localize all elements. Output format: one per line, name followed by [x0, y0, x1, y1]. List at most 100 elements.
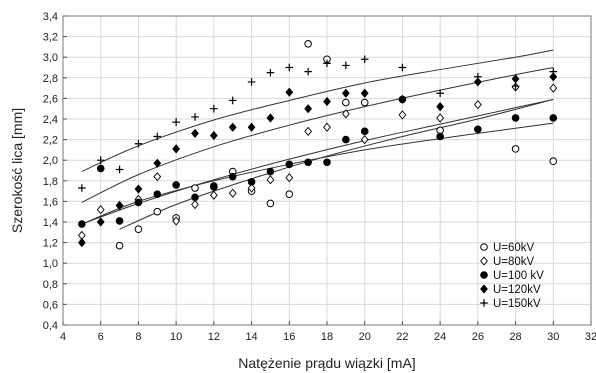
data-point — [134, 225, 143, 234]
trend-line-series-4 — [81, 67, 554, 203]
data-point — [115, 217, 124, 225]
data-point — [285, 160, 294, 169]
x-axis-label: Natężenie prądu wiązki [mA] — [238, 355, 415, 371]
legend-label: U=150kV — [493, 298, 541, 310]
y-tick-label: 0,4 — [43, 320, 58, 332]
data-point — [285, 87, 294, 97]
data-point — [210, 183, 218, 191]
legend-entry: U=120kV — [480, 284, 541, 296]
data-point — [228, 172, 237, 181]
y-tick-label: 2,0 — [43, 155, 58, 167]
x-tick-label: 14 — [245, 331, 257, 343]
trend-line-series-3 — [81, 122, 554, 225]
data-point — [285, 173, 294, 183]
legend-marker — [480, 284, 488, 294]
data-point — [549, 67, 558, 76]
data-point — [266, 175, 275, 185]
x-tick-label: 12 — [208, 331, 220, 343]
x-tick-label: 6 — [98, 331, 104, 343]
x-tick-label: 18 — [321, 331, 333, 343]
data-point — [436, 89, 444, 98]
y-tick-label: 3,4 — [43, 11, 58, 23]
x-tick-label: 28 — [509, 331, 521, 343]
y-tick-label: 1,2 — [43, 238, 58, 250]
data-point — [96, 217, 105, 227]
data-point — [209, 190, 218, 200]
data-point — [191, 193, 199, 202]
data-point — [153, 207, 162, 216]
data-point — [360, 135, 369, 145]
x-tick-label: 4 — [60, 331, 66, 343]
data-point — [323, 122, 331, 132]
data-point — [153, 172, 162, 182]
x-tick-label: 26 — [472, 331, 484, 343]
data-point — [436, 102, 445, 112]
x-tick-label: 8 — [135, 331, 141, 343]
y-tick-label: 1,0 — [43, 258, 58, 270]
data-point — [342, 135, 350, 144]
trend-lines — [81, 49, 554, 230]
legend-entry: U=100 kV — [480, 270, 544, 282]
data-point — [323, 96, 331, 107]
data-point — [304, 104, 313, 114]
data-point — [172, 144, 181, 154]
legend: U=60kV U=80kV U=100 kV U=120kV U=150kV — [480, 242, 544, 310]
data-point — [96, 156, 105, 164]
y-tick-label: 2,4 — [43, 114, 58, 126]
legend-entry: U=60kV — [480, 242, 535, 254]
data-point — [304, 126, 313, 136]
ticks: 4 6 8 10 12 14 16 18 20 22 24 26 28 30 32 0,4 0,6 0,8 1,0 1… — [43, 11, 596, 343]
data-point — [115, 165, 124, 174]
data-point — [304, 40, 312, 48]
data-point — [436, 126, 444, 135]
y-tick-label: 2,2 — [43, 135, 58, 147]
data-point — [172, 216, 181, 226]
x-tick-label: 10 — [170, 331, 182, 343]
data-point — [172, 118, 180, 126]
data-point — [360, 88, 369, 98]
data-point — [549, 72, 558, 82]
data-point — [511, 145, 520, 153]
data-point — [247, 78, 256, 86]
x-tick-label: 16 — [283, 331, 295, 343]
data-point — [266, 68, 275, 77]
data-point — [436, 132, 444, 141]
legend-label: U=120kV — [493, 284, 541, 296]
legend-label: U=60kV — [493, 242, 535, 254]
data-point — [96, 164, 105, 173]
y-tick-label: 2,6 — [43, 93, 58, 105]
data-point — [266, 199, 275, 208]
data-point — [153, 158, 162, 168]
trend-line-series-2 — [81, 98, 554, 225]
data-point — [266, 167, 275, 176]
y-tick-label: 0,6 — [43, 299, 58, 311]
data-point — [209, 130, 218, 141]
y-tick-label: 2,8 — [43, 73, 58, 85]
data-point — [134, 184, 143, 194]
data-point — [342, 61, 350, 70]
data-point — [473, 77, 482, 87]
trend-line-series-1 — [119, 98, 554, 230]
legend-entry: U=150kV — [480, 298, 541, 310]
trend-line-series-5 — [81, 49, 554, 172]
data-point — [210, 104, 218, 113]
data-point — [228, 188, 237, 198]
data-point — [153, 190, 162, 198]
data-point — [304, 67, 312, 76]
data-point — [191, 199, 199, 210]
y-tick-label: 3,0 — [43, 52, 58, 64]
data-point — [134, 139, 143, 148]
x-tick-label: 20 — [359, 331, 371, 343]
data-point — [304, 158, 312, 167]
data-point — [172, 181, 180, 189]
data-point — [247, 178, 256, 186]
data-point — [398, 110, 407, 120]
x-tick-label: 24 — [434, 331, 446, 343]
data-point — [436, 113, 445, 123]
data-point — [247, 183, 256, 193]
data-point — [474, 72, 482, 81]
data-point — [134, 198, 143, 207]
data-point — [191, 128, 199, 139]
